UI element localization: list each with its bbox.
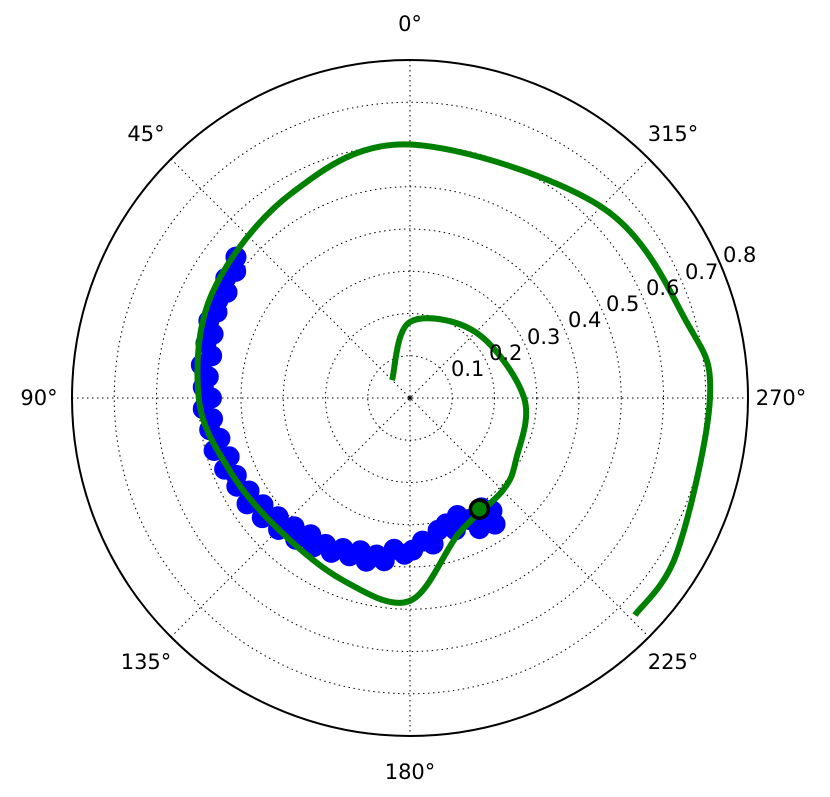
r-tick-labels: 0.1 0.2 0.3 0.4 0.5 0.6 0.7 0.8 xyxy=(451,243,756,381)
center-point xyxy=(408,396,412,400)
theta-tick-label: 0° xyxy=(398,12,422,36)
outer-boundary xyxy=(71,59,749,737)
r-tick-label: 0.4 xyxy=(568,308,601,332)
polar-outline xyxy=(71,59,749,737)
theta-tick-label: 225° xyxy=(648,650,699,674)
r-tick-label: 0.5 xyxy=(606,292,639,316)
r-tick-label: 0.2 xyxy=(489,341,522,365)
r-tick-label: 0.7 xyxy=(685,260,718,284)
scatter-point xyxy=(484,513,506,535)
theta-tick-label: 90° xyxy=(20,386,57,410)
r-gridline xyxy=(240,228,580,568)
r-gridline xyxy=(198,186,622,610)
r-tick-label: 0.1 xyxy=(451,357,484,381)
spiral-line xyxy=(194,141,714,617)
theta-tick-label: 135° xyxy=(121,650,172,674)
r-tick-label: 0.6 xyxy=(646,276,679,300)
current-position-marker xyxy=(468,498,491,520)
theta-tick-label: 315° xyxy=(648,122,699,146)
r-gridline xyxy=(282,270,538,526)
r-gridline xyxy=(325,313,495,483)
r-gridline xyxy=(113,101,707,695)
green-spiral-series xyxy=(194,141,714,617)
theta-tick-label: 180° xyxy=(385,760,436,784)
theta-tick-label: 270° xyxy=(756,386,807,410)
theta-tick-labels: 0° 45° 90° 135° 180° 225° 270° 315° xyxy=(20,12,806,784)
marker-point xyxy=(468,498,491,520)
blue-scatter-series xyxy=(190,246,506,572)
theta-tick-label: 45° xyxy=(127,122,164,146)
r-tick-label: 0.3 xyxy=(527,325,560,349)
r-tick-label: 0.8 xyxy=(723,243,756,267)
